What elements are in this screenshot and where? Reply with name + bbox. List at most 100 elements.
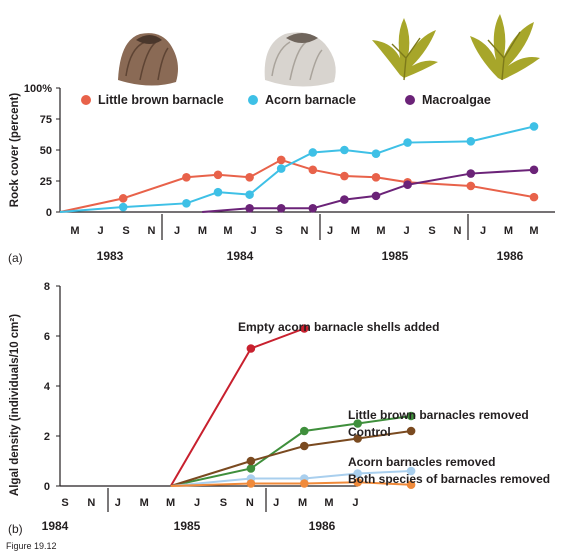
data-point (308, 148, 318, 157)
x-tick-label: N (246, 497, 254, 509)
data-point (213, 187, 223, 197)
data-point (406, 466, 416, 476)
data-point (403, 138, 412, 147)
legend-a: Little brown barnacle Acorn barnacle Macro… (81, 93, 491, 107)
series-line (59, 125, 535, 213)
data-point (353, 434, 363, 443)
data-point (371, 191, 381, 201)
data-point (340, 171, 349, 181)
data-point (245, 203, 254, 213)
legend-label: Macroalgae (422, 93, 491, 107)
data-point (466, 181, 476, 191)
data-point (406, 426, 416, 436)
x-tick-label: J (403, 225, 409, 237)
data-point (371, 172, 381, 182)
legend-marker (81, 95, 91, 105)
x-tick-label: M (166, 497, 175, 509)
year-label: 1985 (382, 249, 409, 263)
data-point (529, 192, 539, 202)
acorn-barnacle-image (264, 32, 336, 87)
x-tick-label: J (115, 497, 121, 509)
year-label: 1983 (97, 249, 124, 263)
y-tick-label: 8 (44, 281, 50, 293)
data-point (406, 411, 416, 421)
panel-label-a: (a) (8, 251, 23, 265)
macroalgae-image (372, 18, 438, 81)
x-tick-label: N (148, 225, 156, 237)
panel-label-b: (b) (8, 522, 23, 536)
data-point (353, 477, 363, 487)
data-point (276, 203, 286, 213)
data-point (403, 180, 412, 190)
x-tick-label: M (223, 225, 232, 237)
data-point (276, 155, 286, 165)
x-tick-label: J (194, 497, 200, 509)
x-tick-label: N (301, 225, 309, 237)
data-point (529, 165, 539, 175)
x-tick-label: J (97, 225, 103, 237)
data-point (245, 190, 254, 199)
x-tick-label: J (352, 497, 358, 509)
y-tick-label: 6 (44, 331, 50, 343)
data-point (300, 324, 309, 333)
year-label: 1986 (309, 519, 336, 533)
data-point (406, 480, 416, 490)
x-tick-label: N (454, 225, 462, 237)
chart-a: Rock cover (percent) 0 25 50 75 100% M J S N J M M… (8, 83, 555, 265)
macroalgae-image (470, 14, 540, 81)
data-point (182, 172, 191, 182)
data-point (308, 203, 318, 213)
data-point (308, 165, 318, 175)
data-point (276, 164, 286, 173)
x-tick-label: M (198, 225, 207, 237)
y-tick-label: 0 (44, 481, 50, 493)
x-tick-label: M (376, 225, 385, 237)
x-tick-label: S (220, 497, 227, 509)
y-tick-label: 2 (44, 431, 50, 443)
x-tick-label: J (250, 225, 256, 237)
data-point (353, 469, 363, 478)
data-point (246, 344, 256, 353)
series-label: Empty acorn barnacle shells added (238, 320, 439, 334)
series-line (59, 158, 535, 213)
data-point (246, 464, 256, 473)
series-line (169, 327, 305, 487)
x-tick-label: J (327, 225, 333, 237)
x-tick-label: J (480, 225, 486, 237)
x-tick-label: S (275, 225, 282, 237)
data-point (340, 145, 349, 155)
x-tick-label: S (61, 497, 68, 509)
x-tick-label: M (529, 225, 538, 237)
data-point (182, 199, 191, 208)
year-label: 1985 (174, 519, 201, 533)
series-label: Little brown barnacles removed (348, 408, 529, 422)
y-tick-label: 4 (44, 381, 51, 393)
series-label: Control (348, 425, 391, 439)
year-label: 1984 (42, 519, 69, 533)
y-tick-label: 25 (40, 176, 52, 188)
series-label: Both species of barnacles removed (348, 472, 550, 486)
y-tick-label: 50 (40, 145, 52, 157)
y-tick-label: 100% (24, 83, 52, 95)
data-point (353, 419, 363, 428)
x-tick-label: M (351, 225, 360, 237)
data-point (300, 426, 309, 436)
data-point (246, 456, 256, 466)
data-point (466, 137, 476, 146)
x-tick-label: M (140, 497, 149, 509)
data-point (118, 194, 128, 203)
y-axis-label-a: Rock cover (percent) (9, 93, 21, 208)
legend-marker (248, 95, 258, 105)
data-point (213, 170, 223, 180)
chart-b: Algal density (individuals/10 cm²) 0 2 4 6 8… (8, 281, 550, 536)
y-axis-label-b: Algal density (individuals/10 cm²) (9, 314, 21, 496)
legend-marker (405, 95, 415, 105)
year-label: 1984 (227, 249, 254, 263)
x-tick-label: M (70, 225, 79, 237)
series-label: Acorn barnacles removed (348, 455, 495, 469)
data-point (246, 479, 256, 488)
figure-label: Figure 19.12 (6, 541, 57, 551)
x-tick-label: S (122, 225, 129, 237)
x-tick-label: N (87, 497, 95, 509)
data-point (466, 169, 476, 178)
